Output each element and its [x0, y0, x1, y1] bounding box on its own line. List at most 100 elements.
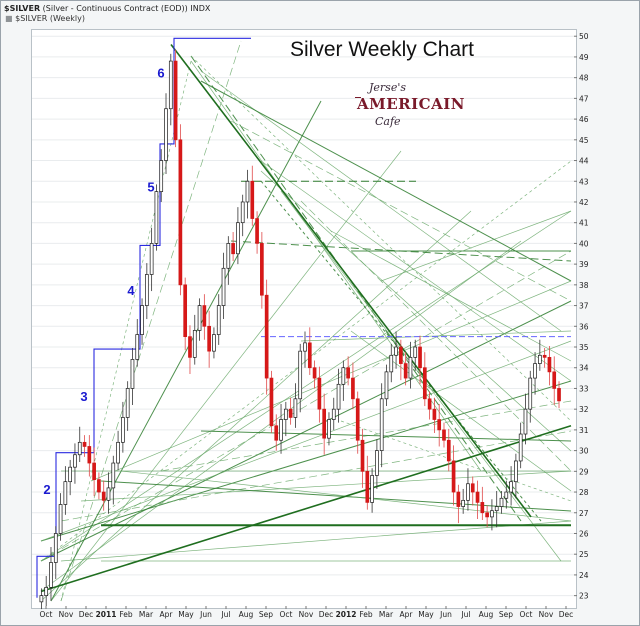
candle-body	[279, 419, 283, 441]
candle-body	[264, 294, 269, 379]
candle-body	[413, 346, 418, 358]
y-tick-label: 31	[579, 426, 589, 435]
wave-label: 4	[127, 283, 135, 298]
candle-body	[360, 439, 365, 472]
candle-body	[375, 450, 379, 476]
y-tick-label: 26	[579, 529, 589, 538]
candle-body	[451, 460, 456, 493]
y-tick-label: 25	[579, 550, 589, 559]
candle-body	[245, 180, 250, 203]
candle-body	[192, 330, 197, 358]
candle-body	[437, 419, 442, 431]
candle-body	[394, 346, 398, 356]
candle-body	[403, 363, 408, 379]
y-tick-label: 41	[579, 219, 589, 228]
x-tick-label: Sep	[259, 610, 273, 619]
trendline	[260, 170, 572, 452]
candle-body	[164, 108, 168, 161]
candle-body	[336, 383, 341, 410]
y-tick-label: 43	[579, 177, 589, 186]
candle-body	[250, 180, 255, 219]
trendline	[60, 60, 192, 602]
candle-body	[514, 460, 518, 483]
candle-body	[183, 284, 188, 337]
candle-body	[331, 408, 336, 420]
y-tick-label: 48	[579, 74, 589, 83]
x-tick-label: May	[178, 610, 194, 619]
candle-body	[269, 377, 274, 427]
x-tick-label: Nov	[299, 610, 314, 619]
x-tick-label: Oct	[280, 610, 293, 619]
candle-body	[427, 398, 432, 410]
candle-body	[159, 160, 164, 192]
trendline	[80, 470, 572, 502]
candle-body	[351, 377, 355, 400]
trendline	[230, 120, 572, 302]
wave-label: 6	[157, 66, 164, 81]
wave-label: 2	[43, 482, 50, 497]
y-tick-label: 29	[579, 467, 589, 476]
candle-body	[73, 454, 77, 468]
candle-body	[121, 417, 125, 443]
candle-body	[312, 367, 317, 379]
trendline	[260, 160, 572, 382]
y-tick-label: 45	[579, 136, 589, 145]
candle-body	[212, 334, 216, 352]
candle-body	[283, 408, 288, 420]
x-tick-label: Aug	[239, 610, 254, 619]
y-tick-label: 50	[579, 32, 589, 41]
trendline	[260, 180, 542, 522]
candle-body	[365, 470, 370, 503]
y-tick-label: 37	[579, 302, 589, 311]
y-tick-label: 24	[579, 571, 589, 580]
candle-body	[446, 439, 451, 462]
y-tick-label: 39	[579, 260, 589, 269]
x-tick-label: Feb	[119, 610, 133, 619]
candle-body	[327, 419, 331, 439]
candle-body	[341, 367, 346, 385]
trendline	[200, 430, 572, 442]
candle-body	[255, 218, 259, 244]
candle-body	[552, 371, 557, 389]
candle-body	[58, 504, 63, 534]
candle-body	[49, 562, 53, 588]
candle-body	[379, 398, 384, 451]
y-tick-label: 36	[579, 322, 589, 331]
candle-body	[106, 487, 111, 501]
candle-body	[557, 388, 561, 402]
logo-line2: AMERICAIN	[357, 95, 465, 113]
candle-body	[140, 305, 144, 335]
trendline	[40, 250, 572, 562]
x-tick-label: Sep	[499, 610, 513, 619]
trendline	[40, 210, 472, 602]
trendline	[40, 340, 572, 542]
candle-body	[346, 367, 350, 379]
legend: ■ $SILVER (Weekly)	[5, 14, 85, 23]
candle-body	[523, 408, 528, 435]
trendline	[100, 480, 572, 512]
candle-body	[408, 357, 413, 379]
candle-body	[542, 354, 547, 358]
legend-label: $SILVER (Weekly)	[15, 14, 85, 23]
logo-line1: Jerse's	[369, 81, 407, 94]
symbol-description: (Silver - Continuous Contract (EOD))	[42, 4, 188, 13]
x-tick-label: Mar	[379, 610, 394, 619]
cafe-logo: Jerse's AMERICAIN Cafe	[351, 81, 464, 149]
trendline	[280, 190, 562, 562]
trendline	[330, 230, 572, 362]
candle-body	[528, 377, 533, 410]
candle-body	[288, 408, 293, 418]
candle-body	[92, 462, 96, 480]
candle-body	[68, 466, 72, 483]
candle-body	[303, 342, 307, 352]
candle-body	[231, 243, 235, 255]
y-tick-label: 34	[579, 364, 589, 373]
candle-body	[470, 483, 475, 493]
wave-label: 3	[80, 389, 87, 404]
candle-body	[538, 354, 542, 364]
candle-body	[44, 587, 49, 596]
x-tick-label: Oct	[40, 610, 53, 619]
candle-body	[475, 491, 480, 503]
candle-body	[53, 533, 58, 563]
candle-body	[504, 491, 509, 499]
